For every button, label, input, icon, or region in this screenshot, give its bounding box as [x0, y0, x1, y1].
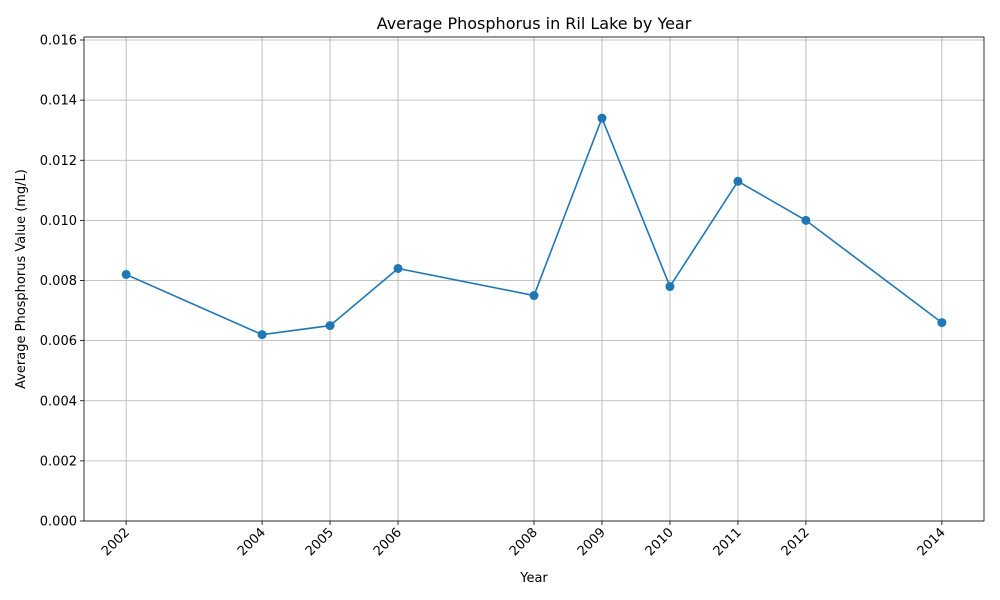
x-tick-label: 2012	[779, 525, 813, 559]
x-tick-label: 2014	[915, 525, 949, 559]
data-point	[529, 291, 539, 301]
data-point	[597, 113, 607, 123]
data-point	[801, 215, 811, 225]
y-tick-label: 0.004	[40, 394, 77, 409]
x-tick-label: 2004	[235, 525, 269, 559]
data-point	[937, 318, 947, 328]
x-tick-label: 2008	[507, 525, 541, 559]
data-point	[733, 176, 743, 186]
series-layer	[121, 113, 947, 340]
grid-lines	[84, 37, 984, 522]
x-tick-label: 2005	[303, 525, 337, 559]
y-tick-label: 0.012	[40, 154, 77, 169]
x-tick-label: 2011	[711, 525, 745, 559]
y-tick-label: 0.016	[40, 34, 77, 49]
y-axis-ticks: 0.000 0.002 0.004 0.006 0.008 0.010 0.012 0.014…	[40, 34, 84, 530]
x-axis-ticks: 2002 2004 2005 2006 2008 2009 2010 2011 2012 2014	[99, 521, 949, 559]
data-point	[325, 321, 335, 331]
x-tick-label: 2006	[371, 525, 405, 559]
x-tick-label: 2010	[643, 525, 677, 559]
data-point	[121, 269, 131, 279]
x-tick-label: 2002	[99, 525, 133, 559]
y-tick-label: 0.006	[40, 334, 77, 349]
y-axis-label: Average Phosphorus Value (mg/L)	[14, 169, 29, 389]
data-point	[393, 263, 403, 273]
y-tick-label: 0.014	[40, 94, 77, 109]
y-tick-label: 0.010	[40, 214, 77, 229]
x-tick-label: 2009	[575, 525, 609, 559]
data-point	[665, 282, 675, 292]
data-point	[257, 330, 267, 340]
y-tick-label: 0.002	[40, 454, 77, 469]
series-line	[125, 115, 943, 336]
y-tick-label: 0.008	[40, 274, 77, 289]
y-tick-label: 0.000	[40, 515, 77, 530]
chart-title: Average Phosphorus in Ril Lake by Year	[377, 14, 692, 33]
x-axis-label: Year	[519, 571, 548, 586]
